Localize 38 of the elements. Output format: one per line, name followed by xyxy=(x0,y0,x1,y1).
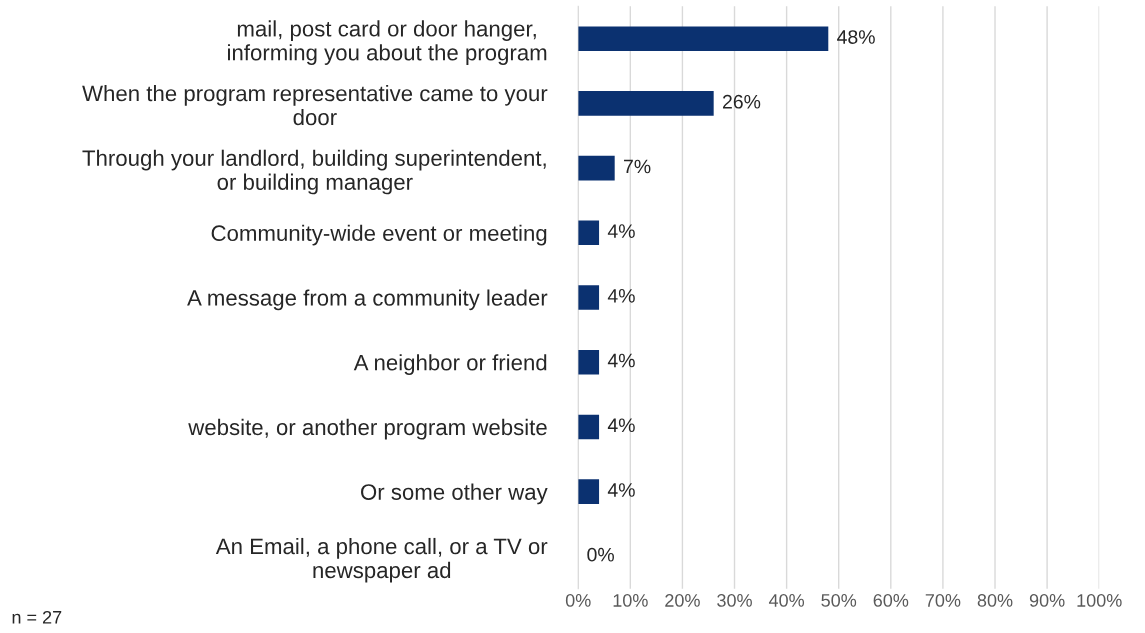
y-tick-label: A message from a community leader xyxy=(187,289,548,311)
bar xyxy=(578,91,714,116)
data-label: 0% xyxy=(587,547,614,562)
data-label: 26% xyxy=(722,94,761,109)
data-label: 4% xyxy=(607,289,635,303)
y-tick-label: website, or another program website xyxy=(188,418,547,440)
data-label: 4% xyxy=(607,353,635,368)
x-tick-label: 100% xyxy=(1077,594,1122,607)
y-tick-label: An Email, a phone call, or a TV or newspaper ad xyxy=(215,537,548,583)
x-tick-label: 70% xyxy=(925,594,961,607)
bar xyxy=(578,285,600,310)
y-tick-label: Or some other way xyxy=(361,483,548,505)
x-tick-label: 50% xyxy=(821,594,857,607)
x-tick-label: 10% xyxy=(613,594,648,607)
bar xyxy=(578,414,600,440)
y-tick-label: Through your landlord, building superintendent, or building manager xyxy=(82,149,546,195)
data-label: 48% xyxy=(837,30,875,44)
x-tick-label: 20% xyxy=(665,594,700,607)
y-tick-label: mail, post card or door hanger, informing you about the program xyxy=(228,20,547,65)
x-tick-label: 0% xyxy=(565,594,591,607)
y-tick-label: A neighbor or friend xyxy=(353,354,547,375)
bar xyxy=(578,349,600,375)
x-tick-label: 40% xyxy=(768,594,805,607)
bar xyxy=(578,220,600,246)
text: n = 27 xyxy=(12,610,62,624)
data-label: 4% xyxy=(607,224,635,238)
bar xyxy=(578,479,600,504)
x-tick-label: 80% xyxy=(977,594,1013,607)
y-tick-label: When the program representative came to your door xyxy=(82,84,548,126)
x-tick-label: 90% xyxy=(1029,594,1065,607)
x-tick-label: 30% xyxy=(717,594,752,607)
data-label: 4% xyxy=(607,483,635,497)
bar xyxy=(578,155,615,181)
data-label: 7% xyxy=(624,159,651,174)
x-tick-label: 60% xyxy=(873,594,909,607)
bar xyxy=(578,26,829,51)
y-tick-label: Community-wide event or meeting xyxy=(211,224,547,246)
data-label: 4% xyxy=(607,418,635,433)
